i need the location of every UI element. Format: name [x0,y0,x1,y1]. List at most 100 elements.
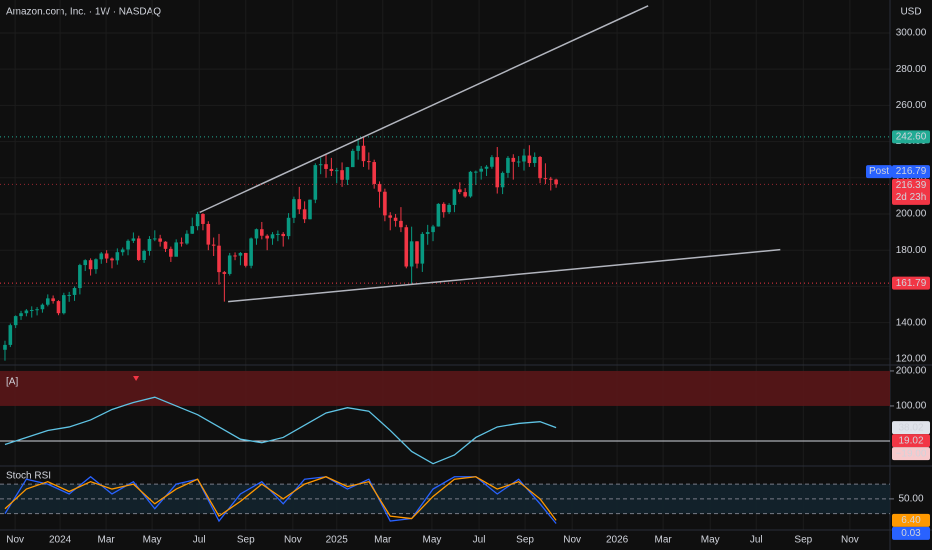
candle-body [484,166,489,169]
panel-label: Stoch RSI [6,471,51,482]
x-tick-label: 2026 [606,535,629,546]
candle-body [51,298,55,302]
x-tick-label: Sep [237,535,255,546]
x-tick-label: Sep [794,535,812,546]
candle-body [415,241,419,264]
chart-title: Amazon.com, Inc. · 1W · NASDAQ [6,7,161,18]
candle-body [276,233,280,235]
panel-label: [A] [6,377,18,388]
panel-value-tag-bg [892,513,930,527]
candle-body [543,178,548,180]
candle-body [393,217,398,221]
candle-body [126,240,130,250]
panel-line [4,476,557,521]
candle-body [142,250,146,260]
candle-body [468,171,473,197]
x-tick-label: May [143,535,162,546]
panel-value-tag: 6.40 [901,515,921,526]
y-tick-label: 140.00 [896,317,927,328]
candle-body [313,165,318,200]
candle-body [479,168,483,172]
candle-body [174,242,179,257]
candle-body [78,265,82,289]
candle-body [206,223,211,245]
candle-body [308,199,312,220]
candle-body [120,249,125,253]
panel-value-tag: 19.02 [898,435,923,446]
candle-body [147,238,152,251]
candle-body [67,294,71,296]
candle-body [409,241,414,267]
panel-tick-label: 200.00 [896,366,927,377]
candle-body [302,209,307,220]
candle-body [516,161,521,163]
candle-body [372,162,376,184]
candle-body [452,189,457,205]
x-tick-label: Mar [374,535,392,546]
candle-body [490,157,494,167]
candle-body [506,157,510,173]
candle-body [94,259,98,270]
candle-body [329,168,334,172]
candle-body [195,214,200,227]
x-tick-label: May [701,535,720,546]
candle-body [286,217,291,237]
candle-body [350,150,355,168]
candle-body [179,242,184,244]
x-tick-label: Nov [841,535,859,546]
panel-value-tag: 0.03 [901,528,921,539]
candle-body [297,199,302,210]
candle-body [260,229,264,236]
candle-body [500,172,505,188]
last-tag-note: 2d 23h [896,192,927,203]
panel-line [4,475,557,524]
panel-value-tag: −19.00 [896,448,927,459]
x-tick-label: Nov [6,535,24,546]
level-tag-bg [892,276,930,290]
candle-body [334,170,339,172]
candle-body [292,199,296,218]
x-tick-label: Nov [284,535,302,546]
panel-value-tag-bg [892,526,930,540]
candle-body [13,316,18,326]
x-tick-label: 2024 [49,535,72,546]
candle-body [361,145,366,162]
candle-body [356,145,360,151]
candle-body [158,238,162,242]
candle-body [35,309,39,311]
panel-tick-label: 50.00 [898,494,923,505]
candle-body [554,179,558,185]
candle-body [425,232,430,234]
x-tick-label: May [423,535,442,546]
last-tag-bg [892,178,930,205]
candle-body [457,189,462,193]
candle-body [201,214,205,224]
panel-line [4,396,557,465]
last-tag: 216.39 [896,180,927,191]
panel-value-tag-bg [892,421,930,435]
candle-body [163,241,168,249]
candle-body [254,229,259,239]
y-tick-label: 300.00 [896,28,927,39]
panel-value-tag-bg [892,447,930,461]
candle-body [115,252,120,261]
y-tick-label: 200.00 [896,209,927,220]
candle-body [404,227,409,267]
x-tick-label: Mar [655,535,673,546]
candle-body [522,155,526,162]
candle-body [249,238,253,266]
candle-body [511,157,516,162]
panel-band [0,370,890,406]
candle-body [281,233,286,237]
candle-body [238,252,243,256]
candle-body [340,170,344,180]
candle-body [447,204,451,213]
candle-body [72,288,77,295]
candle-body [88,260,93,270]
x-tick-label: Jul [473,535,486,546]
post-tag-bg [892,165,930,179]
x-tick-label: Jul [750,535,763,546]
y-tick-label: 260.00 [896,100,927,111]
candle-body [527,155,532,164]
panel-tick-label: 100.00 [896,401,927,412]
